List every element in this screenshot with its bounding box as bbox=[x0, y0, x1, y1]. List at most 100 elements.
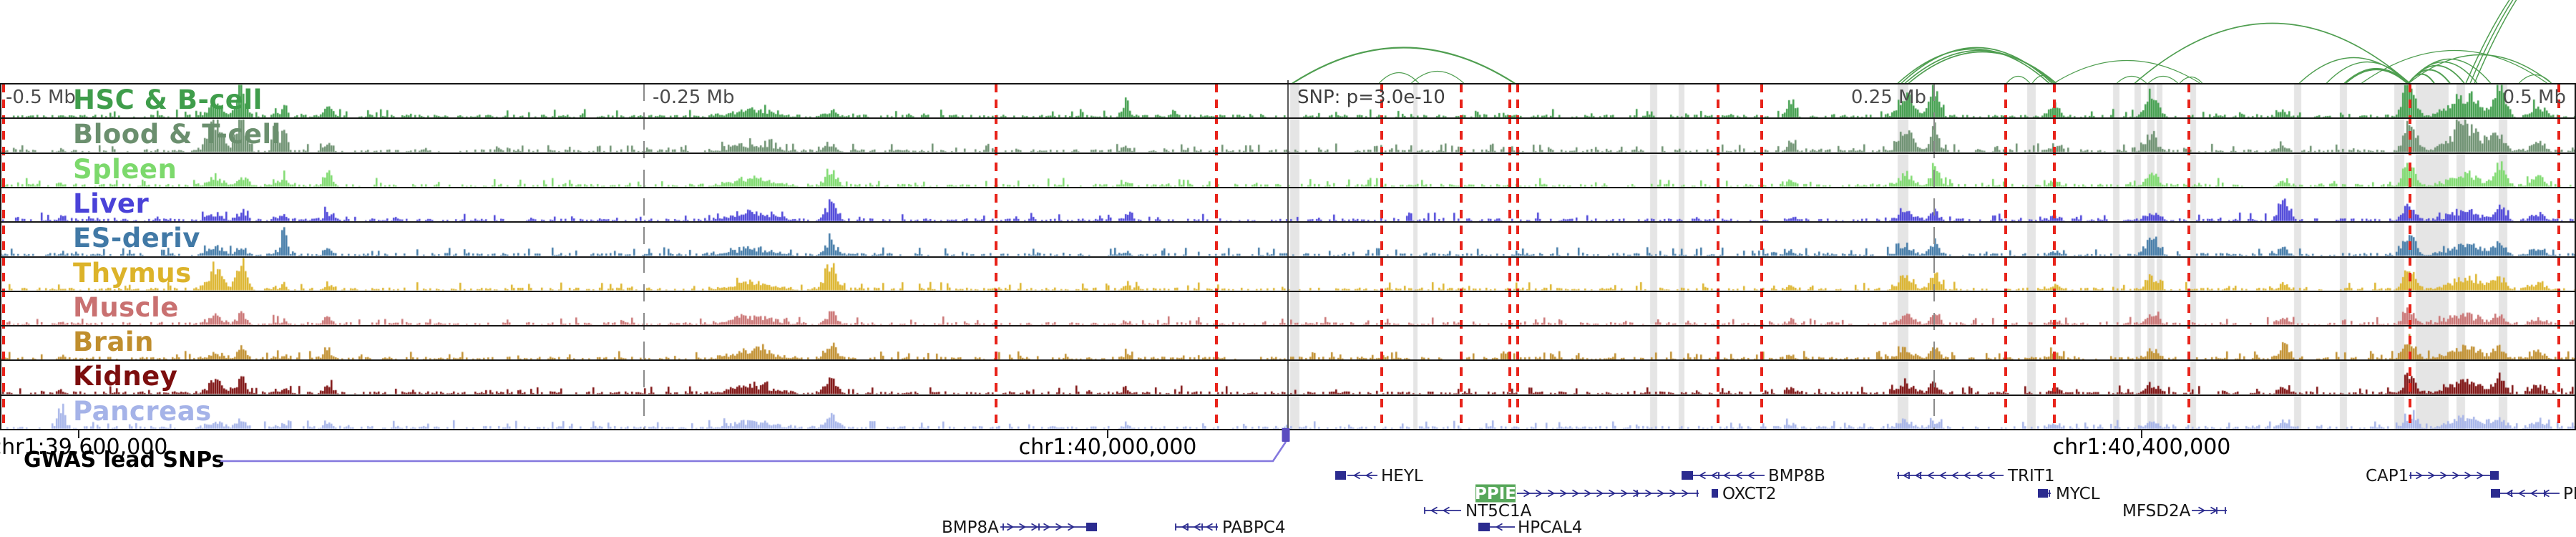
strand-arrow-icon bbox=[1735, 471, 1742, 480]
interaction-arc[interactable] bbox=[1291, 47, 1516, 84]
strand-arrow-icon bbox=[1043, 523, 1051, 531]
gene-NT5C1A[interactable]: NT5C1A bbox=[1424, 502, 1532, 521]
track-border bbox=[0, 152, 2576, 154]
gene-MFSD2A[interactable]: MFSD2A bbox=[2122, 502, 2227, 521]
strand-arrow-icon bbox=[1722, 471, 1730, 480]
interaction-arc[interactable] bbox=[2031, 74, 2054, 84]
strand-arrow-icon bbox=[1019, 523, 1027, 531]
interaction-arc[interactable] bbox=[1897, 48, 2050, 84]
coordinate-label-right: chr1:40,400,000 bbox=[2052, 435, 2231, 460]
track-border bbox=[0, 83, 2576, 84]
interaction-arc[interactable] bbox=[2147, 75, 2179, 84]
strand-arrow-icon bbox=[2440, 471, 2448, 480]
gene-PABPC4[interactable]: PABPC4 bbox=[1175, 518, 1285, 537]
gene-label: CAP1 bbox=[2366, 467, 2409, 485]
gene-label: NT5C1A bbox=[1465, 502, 1532, 521]
gene-exon-box bbox=[1335, 471, 1346, 480]
interaction-arc[interactable] bbox=[1908, 51, 2057, 84]
strand-arrow-icon bbox=[1621, 489, 1629, 498]
strand-arrow-icon bbox=[1031, 523, 1039, 531]
ruler-label-plus-0-25mb: 0.25 Mb bbox=[1850, 87, 1926, 108]
strand-arrow-icon bbox=[1633, 489, 1641, 498]
interaction-arc[interactable] bbox=[2408, 54, 2552, 84]
coordinate-label-center: chr1:40,000,000 bbox=[1018, 435, 1197, 460]
strand-arrow-icon bbox=[1584, 489, 1592, 498]
strand-arrow-icon bbox=[1747, 471, 1755, 480]
gene-exon-box bbox=[1086, 523, 1097, 531]
gene-label: PABPC4 bbox=[1222, 518, 1285, 537]
gene-HPCAL4[interactable]: HPCAL4 bbox=[1478, 518, 1582, 537]
gene-label: HPCAL4 bbox=[1518, 518, 1582, 537]
strand-arrow-icon bbox=[1193, 523, 1201, 531]
strand-arrow-icon bbox=[2529, 489, 2537, 498]
interaction-arc[interactable] bbox=[2053, 59, 2201, 84]
interaction-arc[interactable] bbox=[2006, 75, 2031, 84]
strand-arrow-icon bbox=[1055, 523, 1063, 531]
strand-arrow-icon bbox=[1068, 523, 1075, 531]
strand-arrow-icon bbox=[1710, 471, 1718, 480]
strand-arrow-icon bbox=[1560, 489, 1568, 498]
strand-arrow-icon bbox=[1181, 523, 1189, 531]
strand-arrow-icon bbox=[1698, 471, 1706, 480]
interaction-arc[interactable] bbox=[2518, 74, 2552, 84]
strand-arrow-icon bbox=[1914, 471, 1922, 480]
gene-PPT1[interactable]: PPT1 bbox=[2491, 485, 2576, 503]
highlighted-gene-box bbox=[1475, 484, 1516, 503]
interaction-arc[interactable] bbox=[2343, 68, 2409, 84]
interaction-arc[interactable] bbox=[2179, 76, 2203, 84]
strand-arrow-icon bbox=[1442, 506, 1450, 515]
strand-arrow-icon bbox=[1963, 471, 1971, 480]
strand-arrow-icon bbox=[2477, 471, 2484, 480]
gene-exon-box bbox=[2490, 471, 2499, 480]
gene-CAP1[interactable]: CAP1 bbox=[2366, 467, 2499, 485]
gene-exon-box bbox=[1712, 489, 1718, 498]
strand-arrow-icon bbox=[1205, 523, 1213, 531]
strand-arrow-icon bbox=[2428, 471, 2436, 480]
interaction-arc[interactable] bbox=[2469, 0, 2576, 84]
gene-PPIE[interactable]: PPIE bbox=[1475, 484, 1699, 504]
strand-arrow-icon bbox=[1007, 523, 1015, 531]
interaction-arc[interactable] bbox=[2134, 22, 2411, 84]
strand-arrow-icon bbox=[1657, 489, 1665, 498]
interaction-arc[interactable] bbox=[2116, 75, 2147, 84]
strand-arrow-icon bbox=[1523, 489, 1531, 498]
gene-BMP8B[interactable]: BMP8B bbox=[1682, 467, 1825, 485]
track-border bbox=[0, 256, 2576, 258]
gene-BMP8A[interactable]: BMP8A bbox=[942, 518, 1097, 537]
strand-arrow-icon bbox=[2198, 506, 2206, 515]
strand-arrow-icon bbox=[1682, 489, 1689, 498]
interaction-arc[interactable] bbox=[1410, 70, 1465, 84]
strand-arrow-icon bbox=[1902, 471, 1910, 480]
panel-border-right bbox=[2575, 83, 2576, 430]
strand-arrow-icon bbox=[2452, 471, 2460, 480]
track-border bbox=[0, 186, 2576, 188]
interaction-arc[interactable] bbox=[1904, 49, 2055, 84]
interaction-arc[interactable] bbox=[2298, 57, 2409, 84]
gene-HEYL[interactable]: HEYL bbox=[1335, 467, 1423, 485]
interaction-arc[interactable] bbox=[2465, 0, 2576, 84]
interaction-arcs-panel[interactable] bbox=[0, 0, 2576, 84]
strand-arrow-icon bbox=[2505, 489, 2513, 498]
gene-TRIT1[interactable]: TRIT1 bbox=[1897, 467, 2055, 485]
gene-exon-box bbox=[2038, 489, 2048, 498]
gene-exon-box bbox=[1478, 523, 1490, 531]
gene-OXCT2[interactable]: OXCT2 bbox=[1712, 485, 1776, 503]
ruler-label-minus-0-5mb: -0.5 Mb bbox=[6, 87, 76, 108]
snp-pvalue-label: SNP: p=3.0e-10 bbox=[1297, 87, 1445, 108]
strand-arrow-icon bbox=[1669, 489, 1677, 498]
strand-arrow-icon bbox=[1609, 489, 1616, 498]
gwas-lead-snp-marker[interactable] bbox=[1282, 428, 1290, 442]
gene-MYCL[interactable]: MYCL bbox=[2038, 485, 2100, 503]
strand-arrow-icon bbox=[1987, 471, 1995, 480]
strand-arrow-icon bbox=[1975, 471, 1983, 480]
strand-arrow-icon bbox=[1926, 471, 1934, 480]
interaction-arc[interactable] bbox=[2474, 0, 2576, 84]
strand-arrow-icon bbox=[1938, 471, 1946, 480]
interaction-arc[interactable] bbox=[2361, 49, 2548, 84]
gene-exon-box bbox=[2491, 489, 2500, 498]
strand-arrow-icon bbox=[2517, 489, 2525, 498]
interaction-arc[interactable] bbox=[2408, 59, 2492, 84]
interaction-arc[interactable] bbox=[2326, 61, 2409, 84]
